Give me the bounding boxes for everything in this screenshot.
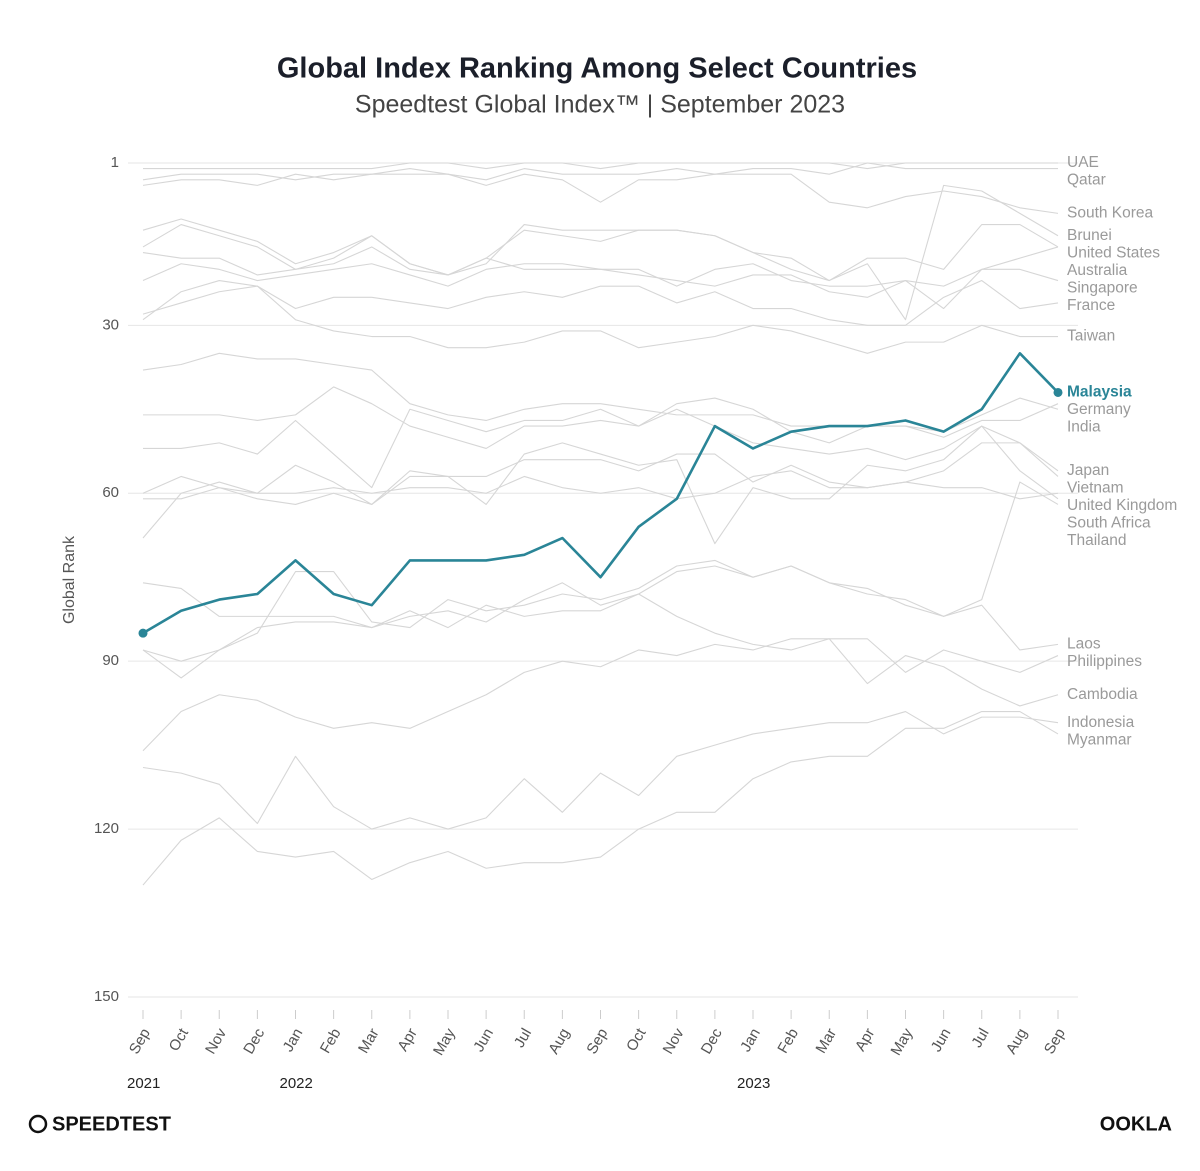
series-line xyxy=(143,397,1059,489)
x-tick-label: Dec xyxy=(240,1025,268,1057)
speedtest-logo: SPEEDTEST xyxy=(28,1113,171,1135)
legend-label: Brunei xyxy=(1067,227,1112,244)
series-line xyxy=(143,162,1058,170)
series-line xyxy=(142,425,1059,545)
series-line xyxy=(142,593,1059,673)
x-tick-label: Feb xyxy=(317,1025,345,1056)
y-tick-label: 120 xyxy=(94,820,119,837)
x-tick-label: Sep xyxy=(1041,1025,1069,1057)
legend-label: Vietnam xyxy=(1067,479,1124,496)
y-tick-label: 90 xyxy=(102,652,119,669)
x-tick-label: Nov xyxy=(660,1025,688,1057)
y-tick-label: 60 xyxy=(102,484,119,501)
legend-label: Taiwan xyxy=(1067,328,1115,345)
series-line xyxy=(142,162,1058,181)
y-tick-label: 30 xyxy=(102,316,119,333)
x-tick-label: Nov xyxy=(202,1025,230,1057)
x-tick-label: Sep xyxy=(126,1025,154,1057)
x-tick-label: May xyxy=(888,1025,917,1058)
legend-label: South Korea xyxy=(1067,204,1154,221)
x-tick-label: Jun xyxy=(470,1025,497,1054)
x-tick-label: Jan xyxy=(280,1025,307,1054)
legend-label: Thailand xyxy=(1067,532,1126,549)
legend-label: Qatar xyxy=(1067,172,1106,189)
endpoint-dot xyxy=(138,628,148,638)
legend-label: Singapore xyxy=(1067,279,1138,296)
x-tick-label: Jul xyxy=(511,1025,535,1050)
chart-title: Global Index Ranking Among Select Countr… xyxy=(277,53,917,85)
y-axis-label: Global Rank xyxy=(61,535,78,624)
brand-right: OOKLA xyxy=(1100,1113,1172,1135)
x-tick-label: Jul xyxy=(968,1025,992,1050)
legend-label: UAE xyxy=(1067,154,1099,171)
x-tick-label: Aug xyxy=(545,1025,573,1057)
series-line xyxy=(142,168,1059,214)
x-tick-label: Aug xyxy=(1003,1025,1031,1057)
series-line xyxy=(142,710,1059,830)
series-line xyxy=(142,263,1059,310)
x-tick-label: Apr xyxy=(394,1025,420,1054)
legend-label: Germany xyxy=(1067,401,1131,418)
series-line xyxy=(143,386,1059,472)
x-tick-label: Jan xyxy=(737,1025,764,1054)
x-tick-label: Mar xyxy=(813,1025,841,1056)
logo-icon xyxy=(28,1114,48,1134)
x-tick-label: Oct xyxy=(166,1025,193,1054)
series-line xyxy=(142,470,1059,500)
legend-label: France xyxy=(1067,297,1115,314)
series-line xyxy=(143,442,1059,505)
legend-label: United States xyxy=(1067,244,1160,261)
x-tick-label: Sep xyxy=(583,1025,611,1057)
year-label: 2022 xyxy=(280,1075,313,1092)
brand-left: SPEEDTEST xyxy=(52,1113,171,1135)
x-tick-label: Mar xyxy=(355,1025,383,1056)
x-tick-label: Apr xyxy=(852,1025,878,1054)
x-tick-label: May xyxy=(430,1025,459,1058)
chart-subtitle: Speedtest Global Index™ | September 2023 xyxy=(355,91,845,119)
x-tick-label: Feb xyxy=(774,1025,802,1056)
year-label: 2023 xyxy=(737,1075,770,1092)
legend-label: Malaysia xyxy=(1067,384,1132,401)
series-line xyxy=(142,352,1059,635)
legend-label: India xyxy=(1067,419,1101,436)
series-line xyxy=(142,559,1059,679)
legend-label: Laos xyxy=(1067,635,1101,652)
legend-label: South Africa xyxy=(1067,514,1151,531)
series-line xyxy=(142,710,1059,886)
series-line xyxy=(142,285,1058,354)
x-tick-label: Dec xyxy=(698,1025,726,1057)
x-tick-label: Oct xyxy=(623,1025,650,1054)
background-lines xyxy=(142,162,1059,886)
legend-label: Japan xyxy=(1067,462,1109,479)
legend-label: Philippines xyxy=(1067,653,1142,670)
series-line xyxy=(142,638,1059,752)
series-line xyxy=(142,218,1059,282)
legend-label: United Kingdom xyxy=(1067,497,1177,514)
legend-label: Indonesia xyxy=(1067,714,1135,731)
y-tick-label: 150 xyxy=(94,988,119,1005)
endpoint-dot xyxy=(1053,387,1063,397)
y-tick-label: 1 xyxy=(111,154,119,171)
series-line xyxy=(142,279,1059,326)
year-label: 2021 xyxy=(127,1075,160,1092)
series-line xyxy=(142,481,1059,629)
x-tick-label: Jun xyxy=(928,1025,955,1054)
legend-label: Cambodia xyxy=(1067,686,1138,703)
legend-label: Australia xyxy=(1067,262,1128,279)
highlight-lines xyxy=(138,352,1063,638)
legend-label: Myanmar xyxy=(1067,731,1132,748)
